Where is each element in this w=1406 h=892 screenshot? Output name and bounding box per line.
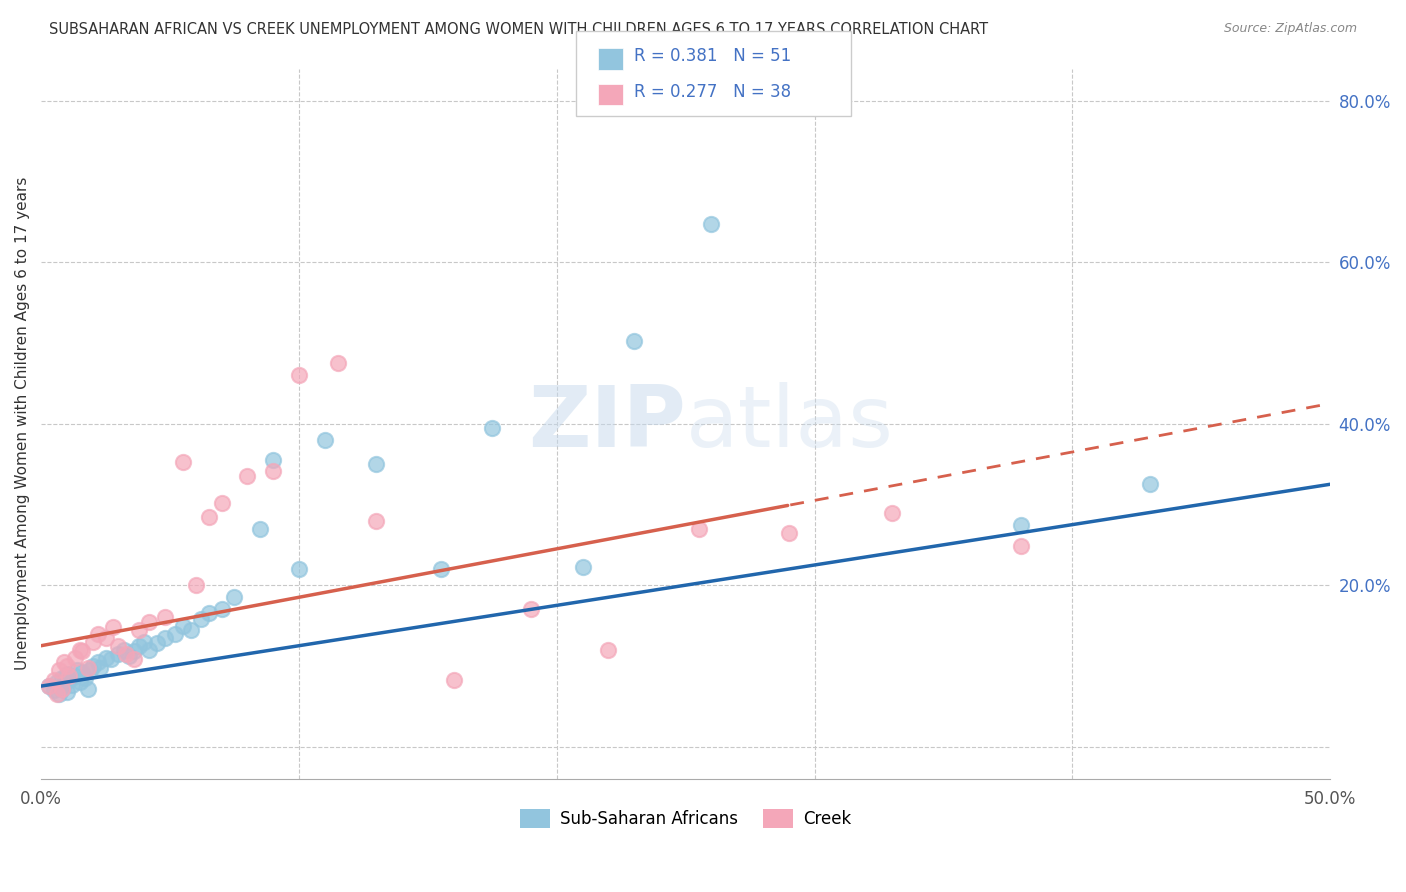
Point — [42, 673, 65, 688]
Point — [107, 647, 129, 661]
Point — [100, 652, 122, 666]
Point — [184, 578, 207, 592]
Text: R = 0.381   N = 51: R = 0.381 N = 51 — [634, 47, 792, 65]
Point — [107, 639, 129, 653]
Point — [56, 684, 79, 698]
Point — [118, 649, 141, 664]
Point — [82, 659, 104, 673]
Point — [571, 560, 593, 574]
Point — [94, 631, 117, 645]
Point — [443, 673, 465, 688]
Point — [880, 506, 903, 520]
Point — [122, 652, 145, 666]
Text: R = 0.277   N = 38: R = 0.277 N = 38 — [634, 83, 792, 101]
Point — [262, 464, 284, 478]
Point — [72, 644, 94, 658]
Point — [598, 642, 620, 657]
Point — [224, 591, 246, 605]
Point — [45, 675, 67, 690]
Legend: Sub-Saharan Africans, Creek: Sub-Saharan Africans, Creek — [513, 802, 858, 835]
Point — [73, 671, 96, 685]
Point — [172, 455, 194, 469]
Point — [51, 671, 73, 685]
Point — [87, 626, 110, 640]
Point — [688, 522, 710, 536]
Y-axis label: Unemployment Among Women with Children Ages 6 to 17 years: Unemployment Among Women with Children A… — [15, 177, 30, 671]
Point — [288, 368, 311, 383]
Point — [79, 663, 101, 677]
Point — [128, 639, 150, 653]
Point — [314, 433, 336, 447]
Point — [53, 655, 76, 669]
Point — [82, 634, 104, 648]
Point — [38, 679, 60, 693]
Point — [94, 650, 117, 665]
Point — [112, 642, 135, 657]
Point — [138, 615, 160, 629]
Point — [53, 676, 76, 690]
Point — [700, 217, 723, 231]
Point — [72, 665, 94, 680]
Point — [128, 623, 150, 637]
Point — [366, 514, 388, 528]
Point — [103, 620, 125, 634]
Text: atlas: atlas — [686, 382, 894, 466]
Point — [63, 650, 86, 665]
Text: ZIP: ZIP — [527, 382, 686, 466]
Point — [211, 496, 233, 510]
Point — [236, 469, 259, 483]
Point — [1010, 517, 1032, 532]
Point — [69, 675, 91, 690]
Point — [115, 647, 138, 661]
Point — [56, 659, 79, 673]
Point — [366, 457, 388, 471]
Point — [48, 663, 70, 677]
Point — [38, 679, 60, 693]
Point — [66, 663, 89, 677]
Point — [153, 610, 176, 624]
Point — [262, 453, 284, 467]
Point — [89, 660, 111, 674]
Point — [76, 660, 98, 674]
Point — [172, 618, 194, 632]
Point — [197, 607, 219, 621]
Point — [51, 681, 73, 696]
Point — [481, 421, 503, 435]
Point — [42, 683, 65, 698]
Point — [190, 612, 212, 626]
Point — [134, 634, 156, 648]
Point — [326, 356, 349, 370]
Point — [56, 667, 79, 681]
Point — [58, 668, 80, 682]
Point — [165, 626, 187, 640]
Point — [63, 668, 86, 682]
Point — [138, 642, 160, 657]
Point — [146, 636, 169, 650]
Point — [288, 562, 311, 576]
Point — [60, 678, 83, 692]
Text: SUBSAHARAN AFRICAN VS CREEK UNEMPLOYMENT AMONG WOMEN WITH CHILDREN AGES 6 TO 17 : SUBSAHARAN AFRICAN VS CREEK UNEMPLOYMENT… — [49, 22, 988, 37]
Point — [153, 631, 176, 645]
Point — [520, 602, 543, 616]
Point — [51, 681, 73, 696]
Point — [45, 687, 67, 701]
Point — [1139, 477, 1161, 491]
Point — [58, 673, 80, 688]
Point — [1010, 540, 1032, 554]
Point — [778, 525, 800, 540]
Point — [211, 602, 233, 616]
Point — [87, 655, 110, 669]
Point — [122, 644, 145, 658]
Point — [623, 334, 645, 348]
Point — [197, 509, 219, 524]
Point — [76, 681, 98, 696]
Point — [429, 562, 451, 576]
Point — [48, 687, 70, 701]
Point — [69, 642, 91, 657]
Point — [180, 623, 202, 637]
Text: Source: ZipAtlas.com: Source: ZipAtlas.com — [1223, 22, 1357, 36]
Point — [249, 522, 271, 536]
